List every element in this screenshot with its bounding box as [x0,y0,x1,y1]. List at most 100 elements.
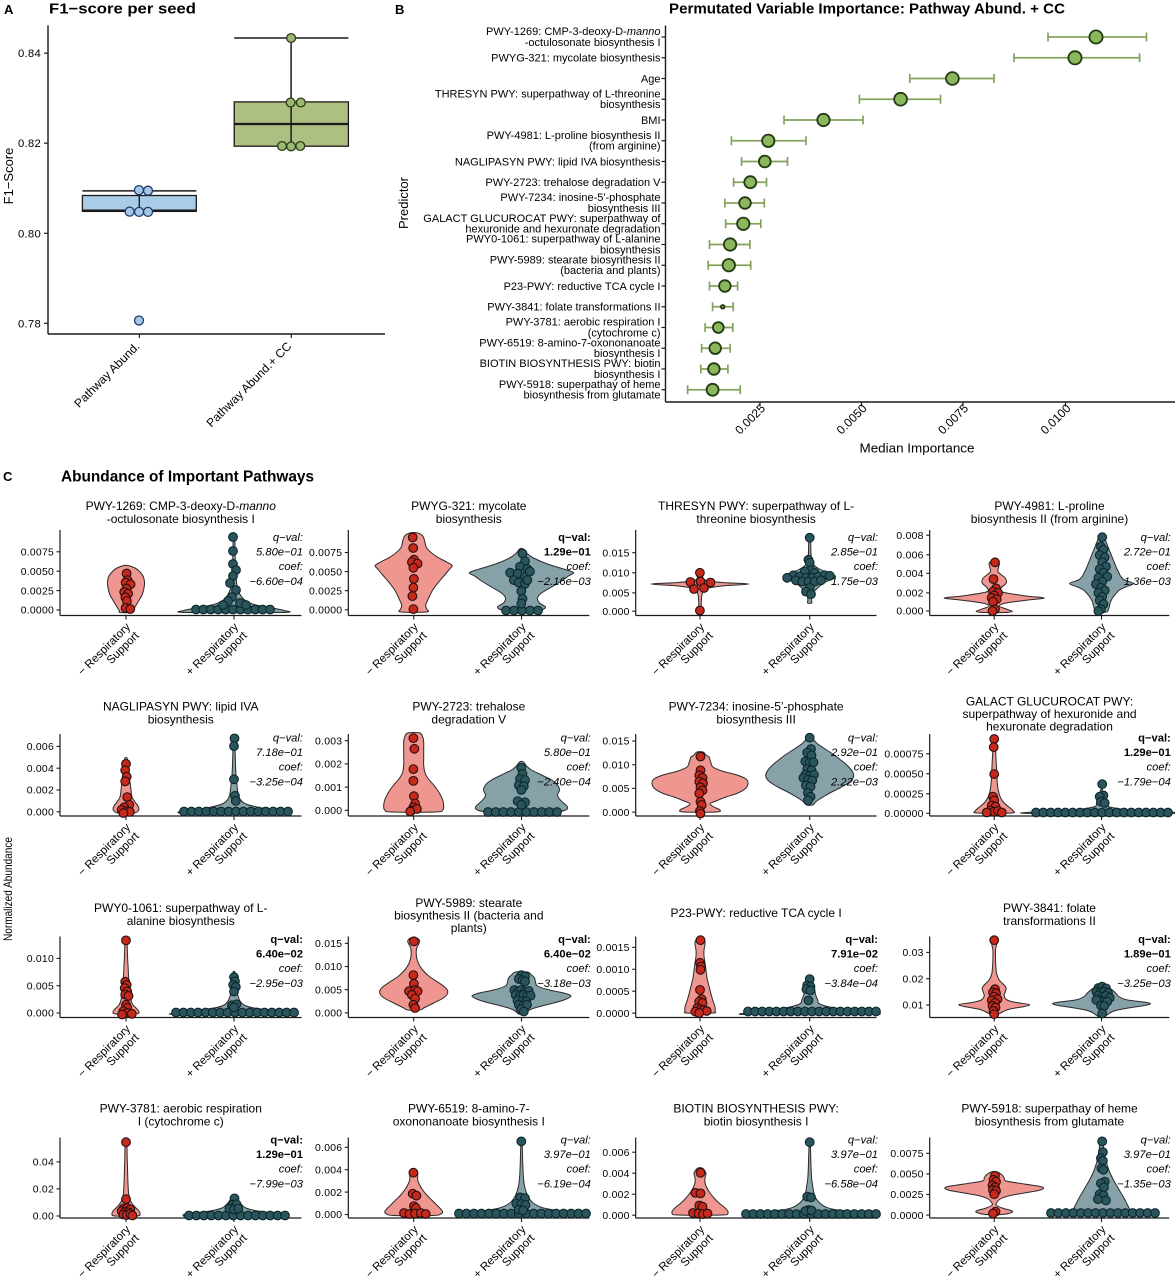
svg-text:0.0050: 0.0050 [309,567,342,578]
svg-text:0.002: 0.002 [602,1190,629,1201]
svg-text:PWY0-1061: superpathway of L-: PWY0-1061: superpathway of L- [94,901,267,915]
svg-text:3.97e−01: 3.97e−01 [544,1149,591,1161]
svg-text:−1.79e−04: −1.79e−04 [1117,776,1171,788]
svg-text:0.003: 0.003 [315,736,342,747]
svg-text:1.36e−03: 1.36e−03 [1124,576,1172,588]
svg-text:BIOTIN BIOSYNTHESIS PWY:: BIOTIN BIOSYNTHESIS PWY: [673,1102,838,1116]
svg-text:0.010: 0.010 [602,760,629,771]
svg-text:0.84: 0.84 [18,48,41,60]
svg-text:A: A [4,2,14,17]
svg-text:PWY-1269: CMP-3-deoxy-D-manno-: PWY-1269: CMP-3-deoxy-D-manno -octulosona… [486,26,660,49]
svg-text:PWY-7234: inosine-5’-phosphate: PWY-7234: inosine-5’-phosphate [669,700,844,714]
svg-text:PWY-3841: folate: PWY-3841: folate [1003,901,1096,915]
svg-text:PWY-2723: trehalose: PWY-2723: trehalose [412,700,525,714]
svg-text:PWY-5989: stearate: PWY-5989: stearate [415,896,522,910]
svg-text:0.004: 0.004 [27,764,54,775]
svg-text:0.0075: 0.0075 [21,548,54,559]
svg-text:q−val:: q−val: [561,1135,591,1147]
svg-text:BMI: BMI [641,115,661,127]
svg-text:0.0025: 0.0025 [309,586,342,597]
svg-text:0.0000: 0.0000 [21,606,54,617]
svg-text:0.0000: 0.0000 [309,606,342,617]
svg-text:biosynthesis: biosynthesis [436,512,502,526]
svg-text:threonine biosynthesis: threonine biosynthesis [696,512,815,526]
svg-text:0.000: 0.000 [315,806,342,817]
svg-text:I (cytochrome c): I (cytochrome c) [138,1114,224,1128]
svg-text:PWY-6519: 8-amino-7-: PWY-6519: 8-amino-7- [408,1102,530,1116]
svg-text:0.010: 0.010 [602,569,629,580]
svg-text:0.0010: 0.0010 [596,965,629,976]
svg-text:plants): plants) [451,921,487,935]
svg-text:q−val:: q−val: [270,1135,303,1147]
svg-text:BIOTIN BIOSYNTHESIS PWY: bioti: BIOTIN BIOSYNTHESIS PWY: biotin biosynthe… [480,358,661,381]
svg-text:0.000: 0.000 [315,1009,342,1020]
svg-text:0.0000: 0.0000 [890,1211,923,1222]
svg-text:biotin biosynthesis I: biotin biosynthesis I [704,1114,809,1128]
svg-text:PWY-5989: stearate biosynthesi: PWY-5989: stearate biosynthesis II (bacte… [490,254,661,277]
svg-text:0.78: 0.78 [18,318,41,330]
svg-text:PWY-4981: L-proline: PWY-4981: L-proline [994,499,1105,513]
svg-text:0.005: 0.005 [27,981,54,992]
svg-text:biosynthesis II (bacteria and: biosynthesis II (bacteria and [394,909,543,923]
svg-text:q−val:: q−val: [558,934,591,946]
svg-text:0.008: 0.008 [896,531,923,542]
svg-text:0.000: 0.000 [602,1211,629,1222]
svg-text:F1−score per seed: F1−score per seed [49,1,196,18]
svg-text:0.80: 0.80 [18,228,41,240]
svg-text:coef:: coef: [279,762,303,774]
svg-text:0.00050: 0.00050 [884,770,923,781]
svg-text:oxononanoate biosynthesis I: oxononanoate biosynthesis I [393,1114,545,1128]
svg-text:q−val:: q−val: [273,532,303,544]
svg-text:PWY-6519: 8-amino-7-oxononanoa: PWY-6519: 8-amino-7-oxononanoate biosynth… [479,337,660,360]
svg-text:PWY-3781: aerobic respiration: PWY-3781: aerobic respiration I (cytochro… [506,317,661,340]
svg-text:GALACT GLUCUROCAT PWY:: GALACT GLUCUROCAT PWY: [966,694,1133,708]
svg-text:Predictor: Predictor [396,176,411,229]
svg-text:coef:: coef: [1147,762,1171,774]
svg-text:PWY-2723: trehalose degradatio: PWY-2723: trehalose degradation V [485,177,661,189]
svg-text:0.004: 0.004 [896,569,923,580]
svg-text:0.0050: 0.0050 [890,1170,923,1181]
svg-text:0.00: 0.00 [33,1212,54,1223]
svg-text:B: B [395,2,404,17]
svg-text:6.40e−02: 6.40e−02 [544,949,591,961]
svg-text:0.04: 0.04 [33,1158,54,1169]
svg-text:3.97e−01: 3.97e−01 [1124,1149,1171,1161]
svg-text:THRESYN PWY: superpathway of L: THRESYN PWY: superpathway of L-threonine… [435,88,661,111]
svg-text:1.29e−01: 1.29e−01 [544,547,591,559]
svg-text:0.004: 0.004 [315,1165,342,1176]
svg-text:0.000: 0.000 [602,808,629,819]
svg-text:0.000: 0.000 [27,1009,54,1020]
svg-text:1.75e−03: 1.75e−03 [831,576,879,588]
svg-text:2.85e−01: 2.85e−01 [830,547,878,559]
svg-text:coef:: coef: [567,963,591,975]
svg-text:coef:: coef: [279,1164,303,1176]
svg-text:transformations II: transformations II [1003,914,1096,928]
svg-text:−6.60e−04: −6.60e−04 [249,576,303,588]
svg-text:0.006: 0.006 [27,742,54,753]
svg-text:superpathway of hexuronide and: superpathway of hexuronide and [962,707,1136,721]
svg-text:coef:: coef: [279,561,303,573]
svg-text:Age: Age [641,73,661,85]
svg-text:0.0025: 0.0025 [21,586,54,597]
svg-text:coef:: coef: [567,561,591,573]
svg-text:-octulosonate biosynthesis I: -octulosonate biosynthesis I [107,512,255,526]
svg-text:0.0015: 0.0015 [596,943,629,954]
svg-text:7.18e−01: 7.18e−01 [256,747,303,759]
svg-text:PWY-5918: superpathay of heme: PWY-5918: superpathay of heme [961,1102,1138,1116]
svg-text:PWYG-321: mycolate biosynthesi: PWYG-321: mycolate biosynthesis [491,53,661,65]
svg-text:NAGLIPASYN PWY: lipid IVA: NAGLIPASYN PWY: lipid IVA [103,700,259,714]
svg-text:Abundance of Important Pathway: Abundance of Important Pathways [61,469,314,486]
svg-text:coef:: coef: [567,1164,591,1176]
svg-text:q−val:: q−val: [848,733,878,745]
svg-text:0.00000: 0.00000 [884,809,923,820]
svg-text:−2.95e−03: −2.95e−03 [249,978,303,990]
svg-text:0.006: 0.006 [315,1143,342,1154]
svg-text:0.0075: 0.0075 [890,1149,923,1160]
svg-text:0.000: 0.000 [315,1210,342,1221]
svg-text:7.91e−02: 7.91e−02 [831,949,878,961]
svg-text:0.002: 0.002 [896,589,923,600]
svg-text:−2.16e−03: −2.16e−03 [537,576,591,588]
svg-text:−6.58e−04: −6.58e−04 [824,1178,878,1190]
svg-text:biosynthesis III: biosynthesis III [716,712,795,726]
svg-text:q−val:: q−val: [273,733,303,745]
